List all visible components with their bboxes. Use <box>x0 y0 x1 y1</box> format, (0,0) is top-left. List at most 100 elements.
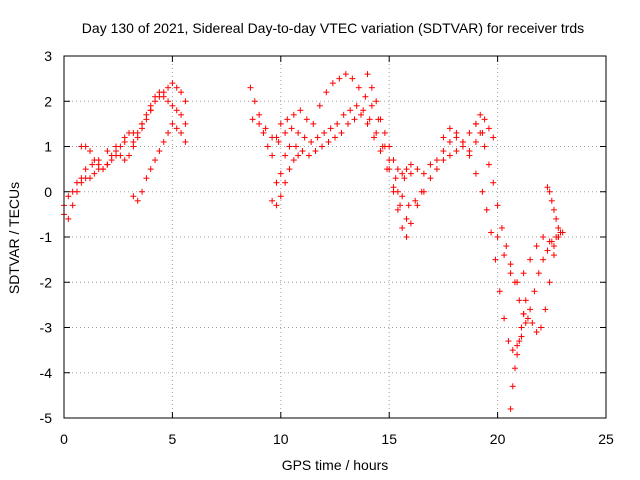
data-point <box>381 143 388 150</box>
chart-title: Day 130 of 2021, Sidereal Day-to-day VTE… <box>82 20 584 36</box>
data-point <box>518 324 525 331</box>
data-point <box>156 148 163 155</box>
data-point <box>288 125 295 132</box>
data-point <box>373 129 380 136</box>
data-point <box>550 243 557 250</box>
x-tick-labels: 0 5 10 15 20 25 <box>60 431 614 447</box>
data-point <box>392 175 399 182</box>
data-point <box>345 120 352 127</box>
data-point <box>366 116 373 123</box>
data-point <box>472 138 479 145</box>
data-point <box>104 161 111 168</box>
data-point <box>507 270 514 277</box>
data-point <box>347 107 354 114</box>
data-point <box>165 129 172 136</box>
data-point <box>394 166 401 173</box>
data-point <box>247 84 254 91</box>
data-point <box>295 152 302 159</box>
x-tick-label: 25 <box>598 431 614 447</box>
data-point <box>355 84 362 91</box>
data-point <box>312 148 319 155</box>
data-point <box>282 152 289 159</box>
data-point <box>453 148 460 155</box>
data-point <box>405 202 412 209</box>
data-point <box>503 243 510 250</box>
data-point <box>173 84 180 91</box>
data-point <box>152 157 159 164</box>
data-point <box>507 405 514 412</box>
data-point <box>453 129 460 136</box>
data-point <box>65 215 72 222</box>
data-point <box>533 329 540 336</box>
data-point <box>82 166 89 173</box>
data-point <box>472 170 479 177</box>
data-point <box>548 197 555 204</box>
data-point <box>314 134 321 141</box>
data-point <box>104 148 111 155</box>
data-point <box>403 215 410 222</box>
data-point <box>134 134 141 141</box>
data-point <box>546 279 553 286</box>
data-point <box>466 129 473 136</box>
data-point <box>130 193 137 200</box>
data-point <box>269 152 276 159</box>
data-point <box>509 347 516 354</box>
y-tick-label: -3 <box>40 320 53 336</box>
data-point <box>557 229 564 236</box>
data-point <box>546 238 553 245</box>
data-point <box>394 188 401 195</box>
data-point <box>165 98 172 105</box>
data-point <box>507 261 514 268</box>
data-point <box>427 175 434 182</box>
data-point <box>152 93 159 100</box>
data-point <box>308 138 315 145</box>
data-point <box>399 170 406 177</box>
data-point <box>446 138 453 145</box>
data-point <box>297 107 304 114</box>
data-point <box>414 166 421 173</box>
data-point <box>290 157 297 164</box>
y-tick-label: 3 <box>44 48 52 64</box>
data-point <box>483 206 490 213</box>
data-point <box>403 166 410 173</box>
data-point <box>349 75 356 82</box>
data-point <box>427 161 434 168</box>
data-point <box>522 297 529 304</box>
data-point <box>299 148 306 155</box>
data-point <box>516 297 523 304</box>
data-point <box>490 179 497 186</box>
data-point <box>117 143 124 150</box>
data-point <box>290 111 297 118</box>
data-point <box>286 143 293 150</box>
data-point <box>329 80 336 87</box>
data-point <box>479 188 486 195</box>
data-point <box>139 125 146 132</box>
data-point <box>121 157 128 164</box>
data-point <box>273 179 280 186</box>
data-point <box>490 134 497 141</box>
data-point <box>108 152 115 159</box>
data-point <box>249 116 256 123</box>
plot-frame <box>63 55 607 419</box>
data-point <box>527 306 534 313</box>
data-point <box>485 125 492 132</box>
data-point <box>440 134 447 141</box>
data-point <box>533 243 540 250</box>
data-point <box>336 75 343 82</box>
grid-lines <box>64 56 606 418</box>
data-point <box>91 170 98 177</box>
data-point <box>147 166 154 173</box>
data-point <box>160 93 167 100</box>
data-point <box>524 315 531 322</box>
data-point <box>407 170 414 177</box>
data-point <box>303 116 310 123</box>
data-point <box>165 84 172 91</box>
data-point <box>318 143 325 150</box>
data-point <box>78 179 85 186</box>
data-point <box>420 170 427 177</box>
data-point <box>446 125 453 132</box>
data-point <box>377 148 384 155</box>
data-point <box>472 120 479 127</box>
data-point <box>327 125 334 132</box>
